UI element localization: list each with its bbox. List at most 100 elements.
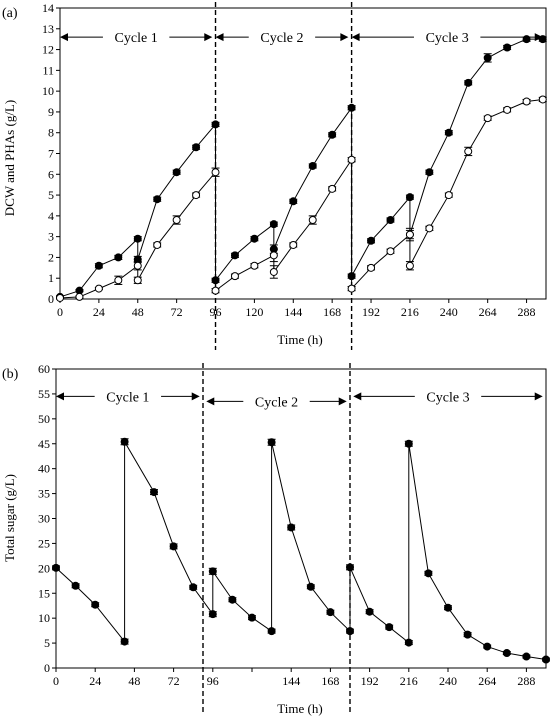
y-tick-label: 7 (48, 147, 54, 161)
data-point (346, 627, 354, 636)
data-point (405, 261, 414, 270)
data-point (522, 97, 531, 106)
data-point (71, 581, 80, 590)
panel-b-label: (b) (2, 367, 19, 382)
data-point (483, 53, 492, 62)
data-point (287, 523, 296, 532)
data-point (347, 284, 356, 293)
data-point (424, 569, 433, 578)
data-point (503, 43, 512, 52)
x-tick-label: 288 (518, 305, 536, 319)
data-point (230, 272, 239, 281)
cycle-arrowhead-left (206, 397, 215, 406)
series-filled (56, 35, 547, 301)
data-point (385, 623, 394, 632)
cycle-arrowhead-right (191, 392, 200, 401)
data-point (306, 582, 315, 591)
data-point (269, 220, 278, 229)
y-tick-label: 55 (38, 387, 50, 401)
series-filled (52, 437, 550, 664)
cycle-label: Cycle 2 (260, 31, 303, 46)
data-point (308, 216, 317, 225)
cycle-arrowhead-right (338, 397, 347, 406)
data-point (114, 253, 123, 262)
series-line (59, 38, 543, 298)
panel-b-ylabel: Total sugar (g/L) (2, 474, 17, 562)
data-point (192, 143, 201, 152)
data-point (250, 261, 259, 270)
data-point (425, 224, 434, 233)
y-tick-label: 8 (48, 126, 54, 140)
data-point (91, 600, 100, 609)
data-point (269, 251, 278, 260)
x-tick-label: 0 (53, 674, 59, 688)
x-tick-label: 192 (362, 305, 380, 319)
y-tick-label: 2 (48, 250, 54, 264)
y-tick-label: 10 (42, 84, 54, 98)
data-point (483, 642, 492, 651)
x-tick-label: 288 (517, 674, 535, 688)
data-point (326, 608, 335, 617)
data-point (328, 130, 337, 139)
cycle-label: Cycle 2 (255, 395, 298, 410)
data-point (328, 184, 337, 193)
x-tick-label: 168 (321, 674, 339, 688)
x-tick-label: 144 (282, 674, 300, 688)
cycle-arrowhead-right (204, 33, 213, 42)
data-point (94, 261, 103, 270)
data-point (405, 230, 414, 239)
data-point (289, 240, 298, 249)
data-point (75, 292, 84, 301)
x-tick-label: 96 (210, 305, 222, 319)
cycle-arrowhead-right (340, 33, 349, 42)
x-tick-label: 240 (440, 305, 458, 319)
data-point (169, 542, 178, 551)
data-point (120, 437, 129, 446)
x-tick-label: 24 (93, 305, 105, 319)
data-point (386, 247, 395, 256)
x-tick-label: 240 (439, 674, 457, 688)
data-point (211, 286, 220, 295)
data-point (463, 630, 472, 639)
data-point (267, 627, 276, 636)
x-tick-label: 192 (361, 674, 379, 688)
y-tick-label: 12 (42, 43, 54, 57)
x-tick-label: 216 (401, 305, 419, 319)
data-point (150, 488, 158, 497)
y-tick-label: 14 (42, 1, 54, 15)
data-point (133, 234, 142, 243)
y-tick-label: 45 (38, 437, 50, 451)
data-point (250, 234, 259, 243)
x-tick-label: 72 (168, 674, 180, 688)
y-tick-label: 15 (38, 586, 50, 600)
data-point (248, 613, 256, 622)
panel-b: 0 5 10 15 20 25 30 35 40 45 50 55 60 0 24 48 72 96 144 168 1… (38, 362, 550, 715)
y-tick-label: 3 (48, 230, 54, 244)
y-tick-label: 5 (48, 188, 54, 202)
data-point (522, 652, 531, 661)
data-point (502, 649, 511, 658)
data-point (120, 637, 129, 646)
data-point (367, 263, 376, 272)
data-point (172, 216, 181, 225)
data-point (503, 105, 512, 114)
data-point (230, 251, 239, 260)
series-open (56, 95, 547, 302)
data-point (347, 103, 356, 112)
x-tick-label: 48 (128, 674, 140, 688)
y-tick-label: 11 (42, 63, 54, 77)
data-point (405, 193, 414, 202)
y-tick-label: 9 (48, 105, 54, 119)
x-tick-label: 72 (171, 305, 183, 319)
data-point (56, 293, 64, 302)
data-point (208, 610, 217, 619)
data-point (172, 168, 181, 177)
data-point (404, 439, 413, 448)
x-tick-label: 120 (245, 305, 263, 319)
x-tick-label: 264 (478, 674, 496, 688)
y-tick-label: 30 (38, 512, 50, 526)
x-tick-label: 168 (323, 305, 341, 319)
data-point (464, 147, 473, 156)
